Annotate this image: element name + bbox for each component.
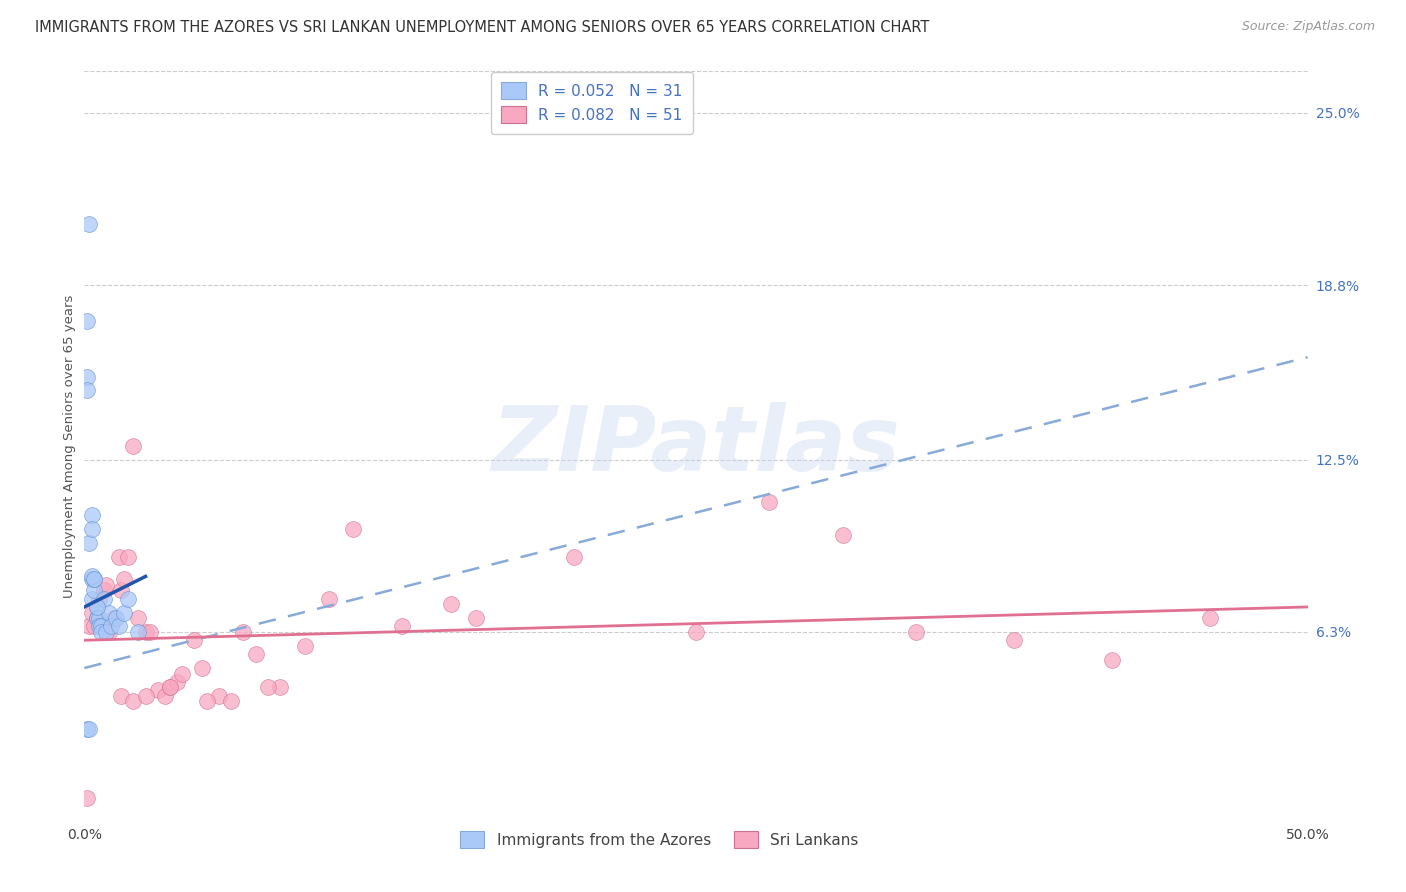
Point [97,624,120,639]
Point [318,591,340,606]
Point [76,722,98,736]
Point [86,611,108,625]
Point [135,689,157,703]
Point [87,611,110,625]
Point [122,694,145,708]
Point [191,661,214,675]
Point [107,619,129,633]
Point [685,624,707,639]
Point [153,689,176,703]
Point [440,597,463,611]
Point [159,681,181,695]
Y-axis label: Unemployment Among Seniors over 65 years: Unemployment Among Seniors over 65 years [63,294,76,598]
Point [87,619,110,633]
Point [77,217,100,231]
Point [107,549,129,564]
Point [112,572,135,586]
Point [80,591,103,606]
Point [166,674,188,689]
Point [90,619,112,633]
Point [80,606,103,620]
Point [1002,633,1025,648]
Point [96,624,118,639]
Point [83,572,105,586]
Point [83,619,105,633]
Point [77,619,100,633]
Point [1198,611,1220,625]
Point [76,384,98,398]
Point [391,619,413,633]
Point [96,578,118,592]
Point [86,599,108,614]
Point [269,681,291,695]
Point [76,369,98,384]
Point [80,522,103,536]
Point [208,689,231,703]
Point [905,624,928,639]
Point [183,633,205,648]
Point [76,791,98,805]
Point [1101,653,1123,667]
Point [97,606,120,620]
Point [100,619,122,633]
Text: ZIPatlas: ZIPatlas [492,402,900,490]
Text: Source: ZipAtlas.com: Source: ZipAtlas.com [1241,20,1375,33]
Point [80,572,103,586]
Point [117,549,139,564]
Point [245,647,267,661]
Point [90,624,112,639]
Point [76,314,98,328]
Point [112,606,135,620]
Point [159,681,181,695]
Point [562,549,585,564]
Point [257,681,280,695]
Point [172,666,194,681]
Point [105,611,128,625]
Point [80,569,103,583]
Point [135,624,157,639]
Point [77,722,100,736]
Point [80,508,103,523]
Point [87,591,110,606]
Point [464,611,486,625]
Point [342,522,364,536]
Text: IMMIGRANTS FROM THE AZORES VS SRI LANKAN UNEMPLOYMENT AMONG SENIORS OVER 65 YEAR: IMMIGRANTS FROM THE AZORES VS SRI LANKAN… [35,20,929,35]
Point [219,694,242,708]
Point [122,439,145,453]
Point [139,624,162,639]
Point [83,583,105,598]
Point [83,572,105,586]
Point [127,624,149,639]
Point [86,611,108,625]
Point [103,611,125,625]
Legend: Immigrants from the Azores, Sri Lankans: Immigrants from the Azores, Sri Lankans [454,825,865,855]
Point [93,591,115,606]
Point [117,591,139,606]
Point [146,683,169,698]
Point [77,536,100,550]
Point [831,528,853,542]
Point [110,583,132,598]
Point [232,624,254,639]
Point [195,694,218,708]
Point [90,619,112,633]
Point [110,689,132,703]
Point [294,639,316,653]
Point [86,599,108,614]
Point [758,494,780,508]
Point [127,611,149,625]
Point [93,583,115,598]
